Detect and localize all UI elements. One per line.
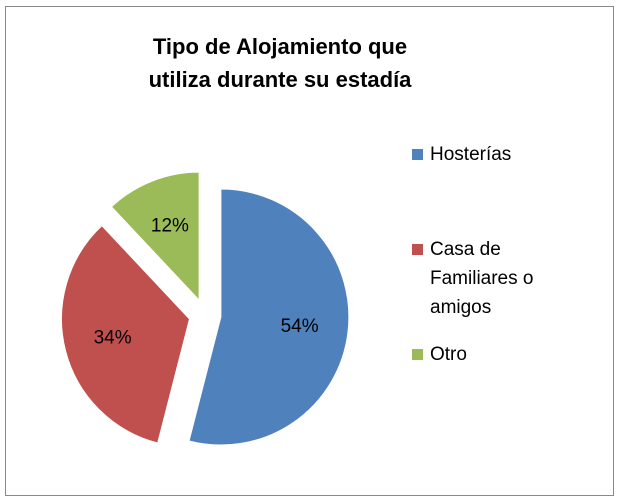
legend-swatch [412, 349, 423, 360]
pie-slice [61, 224, 191, 444]
legend-label: Otro [430, 344, 467, 365]
pie-slice [110, 171, 200, 302]
legend-swatch [412, 149, 423, 160]
chart-title: Tipo de Alojamiento que utiliza durante … [148, 34, 412, 92]
legend-item: Hosterías [412, 140, 572, 169]
legend-item: Casa de Familiares o amigos [412, 235, 572, 322]
chart-border [5, 6, 614, 496]
legend-label: Hosterías [430, 144, 512, 165]
legend-item: Otro [412, 340, 572, 369]
data-label: 12% [151, 215, 189, 236]
legend-label: Casa de Familiares o amigos [430, 239, 534, 318]
data-label: 34% [94, 328, 132, 349]
data-label: 54% [281, 316, 319, 337]
legend-swatch [412, 244, 423, 255]
pie-slice [188, 188, 350, 446]
